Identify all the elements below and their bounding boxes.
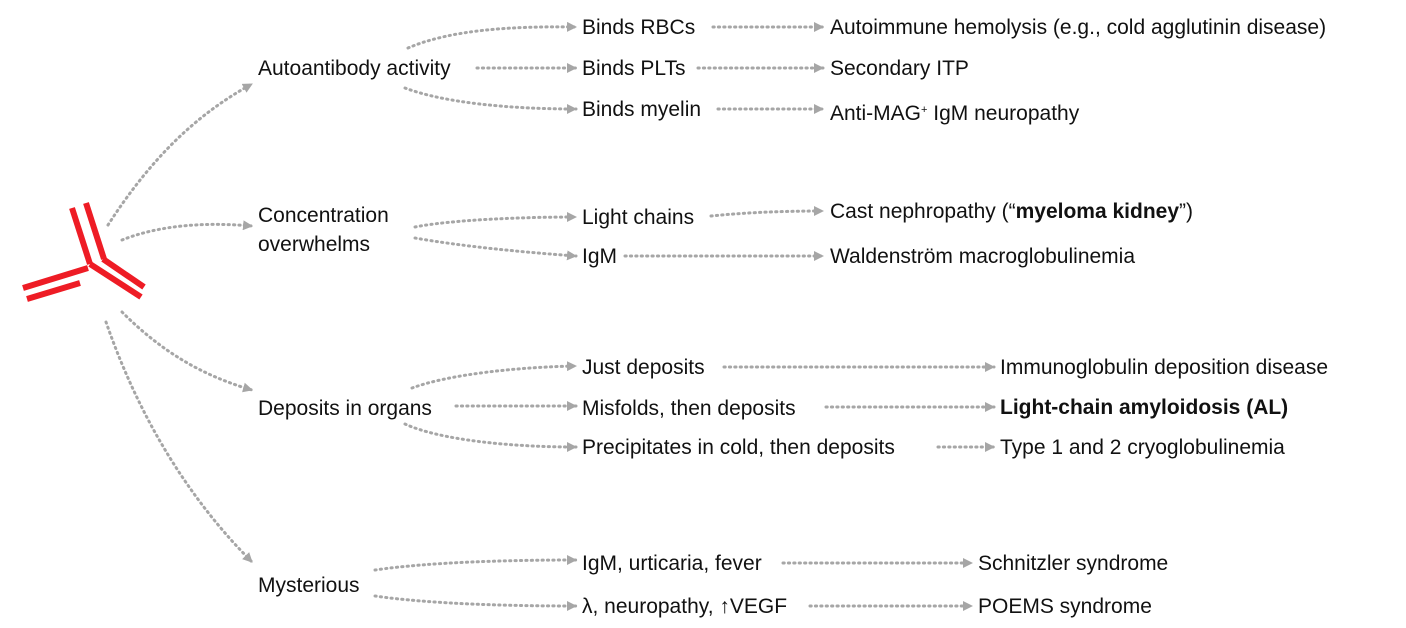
mechanism-binds-myelin: Binds myelin bbox=[582, 98, 702, 121]
mechanism-light-chains: Light chains bbox=[582, 206, 695, 229]
connector-just-deposits bbox=[410, 361, 578, 390]
outcome-cryoglobulinemia: Type 1 and 2 cryoglobulinemia bbox=[1000, 436, 1285, 459]
outcome-itp: Secondary ITP bbox=[830, 57, 969, 80]
category-mysterious: Mysterious bbox=[258, 574, 360, 597]
category-deposits: Deposits in organs bbox=[258, 397, 432, 420]
connector-urticaria bbox=[373, 555, 578, 572]
outcome-cast-nephropathy: Cast nephropathy (“myeloma kidney”) bbox=[830, 200, 1193, 224]
outcome-anti-mag-text: Anti-MAG bbox=[830, 102, 922, 125]
mechanism-igm-urticaria: IgM, urticaria, fever bbox=[582, 552, 762, 575]
outcome-anti-mag-superscript: + bbox=[921, 104, 928, 116]
outcome-cast-close: ”) bbox=[1179, 200, 1194, 223]
outcome-al-amyloidosis: Light-chain amyloidosis (AL) bbox=[1000, 396, 1289, 419]
mechanism-lambda-neuropathy: λ, neuropathy, ↑VEGF bbox=[582, 595, 788, 618]
connector-to-mysterious bbox=[104, 320, 254, 564]
connector-to-deposits bbox=[120, 310, 254, 393]
mechanism-misfolds: Misfolds, then deposits bbox=[582, 397, 796, 420]
connector-lambda bbox=[373, 594, 578, 611]
outcome-igdd: Immunoglobulin deposition disease bbox=[1000, 356, 1329, 379]
outcome-anti-mag: Anti-MAG+ IgM neuropathy bbox=[830, 98, 1079, 126]
outcome-schnitzler: Schnitzler syndrome bbox=[978, 552, 1169, 575]
connector-igm bbox=[413, 236, 578, 261]
mechanism-binds-rbcs: Binds RBCs bbox=[582, 16, 696, 39]
connector-light-chains bbox=[413, 212, 578, 229]
mechanism-binds-plts: Binds PLTs bbox=[582, 57, 686, 80]
mechanism-precipitates: Precipitates in cold, then deposits bbox=[582, 436, 895, 459]
antibody-icon bbox=[22, 202, 146, 302]
outcome-cast-text: Cast nephropathy (“ bbox=[830, 200, 1016, 223]
connector-to-autoantibody bbox=[106, 82, 254, 227]
connector-precipitates bbox=[403, 422, 578, 452]
outcome-anti-mag-rest: IgM neuropathy bbox=[927, 102, 1080, 125]
connector-to-concentration bbox=[120, 220, 254, 242]
category-autoantibody: Autoantibody activity bbox=[258, 57, 451, 80]
outcome-waldenstrom: Waldenström macroglobulinemia bbox=[830, 245, 1136, 268]
connector-light-chains-out bbox=[709, 206, 825, 218]
connector-myelin bbox=[403, 86, 578, 114]
mechanism-just-deposits: Just deposits bbox=[582, 356, 705, 379]
outcome-poems: POEMS syndrome bbox=[978, 595, 1152, 618]
connector-rbcs bbox=[406, 21, 578, 50]
category-concentration: Concentration overwhelms bbox=[258, 204, 389, 256]
mechanism-igm: IgM bbox=[582, 245, 618, 268]
outcome-cast-emphasis: myeloma kidney bbox=[1015, 200, 1180, 223]
outcome-hemolysis: Autoimmune hemolysis (e.g., cold aggluti… bbox=[830, 16, 1327, 39]
